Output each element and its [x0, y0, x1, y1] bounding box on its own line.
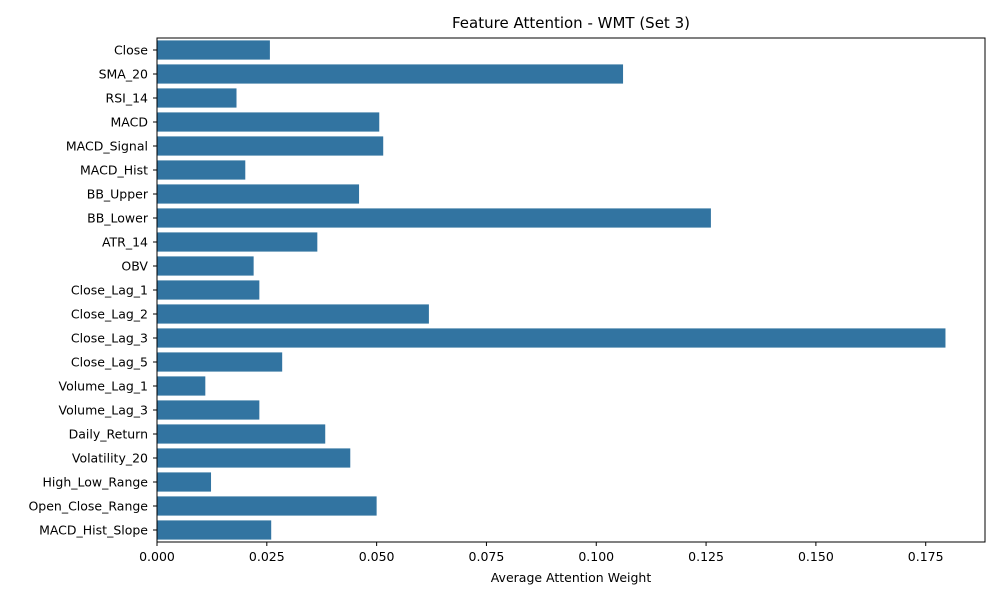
y-tick-label: Close_Lag_2 [71, 307, 148, 322]
x-tick-label: 0.025 [249, 549, 285, 564]
y-tick-label: RSI_14 [106, 91, 149, 106]
y-tick-label: Close_Lag_1 [71, 283, 148, 298]
x-tick-label: 0.100 [578, 549, 614, 564]
x-axis-ticks: 0.000 0.025 0.050 0.075 0.100 0.125 0.150 0.175 [139, 542, 944, 564]
bar-close-lag-3 [157, 328, 946, 348]
y-tick-label: MACD_Hist [80, 163, 148, 178]
y-tick-label: Volume_Lag_3 [58, 403, 148, 418]
y-tick-label: MACD_Hist_Slope [39, 523, 148, 538]
bar-obv [157, 256, 254, 276]
bars-group [157, 40, 946, 540]
bar-close-lag-2 [157, 304, 429, 324]
y-tick-label: Close_Lag_3 [71, 331, 148, 346]
y-tick-label: BB_Lower [87, 211, 149, 226]
y-tick-label: Open_Close_Range [28, 499, 148, 514]
bar-bb-upper [157, 184, 360, 204]
y-tick-label: Daily_Return [69, 427, 148, 442]
x-tick-label: 0.075 [469, 549, 505, 564]
bar-macd-hist [157, 160, 246, 180]
x-tick-label: 0.125 [688, 549, 724, 564]
bar-volume-lag-1 [157, 376, 206, 396]
y-tick-label: ATR_14 [102, 235, 148, 250]
y-tick-label: MACD_Signal [66, 139, 148, 154]
y-tick-label: Close_Lag_5 [71, 355, 148, 370]
bar-open-close-range [157, 496, 377, 516]
x-axis-label: Average Attention Weight [491, 570, 652, 585]
y-axis-ticks: Close SMA_20 RSI_14 MACD MACD_Signal MACD_His… [28, 43, 157, 538]
bar-daily-return [157, 424, 326, 444]
bar-close-lag-1 [157, 280, 260, 300]
bar-atr-14 [157, 232, 318, 252]
y-tick-label: Volume_Lag_1 [58, 379, 148, 394]
y-tick-label: Volatility_20 [72, 451, 148, 466]
bar-volatility-20 [157, 448, 351, 468]
bar-macd [157, 112, 380, 132]
x-tick-label: 0.150 [798, 549, 834, 564]
bar-macd-hist-slope [157, 520, 272, 540]
y-tick-label: BB_Upper [87, 187, 149, 202]
bar-close-lag-5 [157, 352, 283, 372]
x-tick-label: 0.000 [139, 549, 175, 564]
bar-rsi-14 [157, 88, 237, 108]
x-tick-label: 0.175 [908, 549, 944, 564]
y-tick-label: MACD [111, 115, 148, 130]
y-tick-label: OBV [121, 259, 148, 274]
x-tick-label: 0.050 [359, 549, 395, 564]
plot-frame [156, 37, 986, 543]
y-tick-label: Close [114, 43, 148, 58]
chart-title: Feature Attention - WMT (Set 3) [452, 14, 690, 32]
bar-volume-lag-3 [157, 400, 260, 420]
bar-bb-lower [157, 208, 711, 228]
bar-close [157, 40, 270, 60]
y-tick-label: High_Low_Range [43, 475, 149, 490]
bar-sma-20 [157, 64, 624, 84]
y-tick-label: SMA_20 [99, 67, 148, 82]
bar-high-low-range [157, 472, 212, 492]
bar-macd-signal [157, 136, 384, 156]
